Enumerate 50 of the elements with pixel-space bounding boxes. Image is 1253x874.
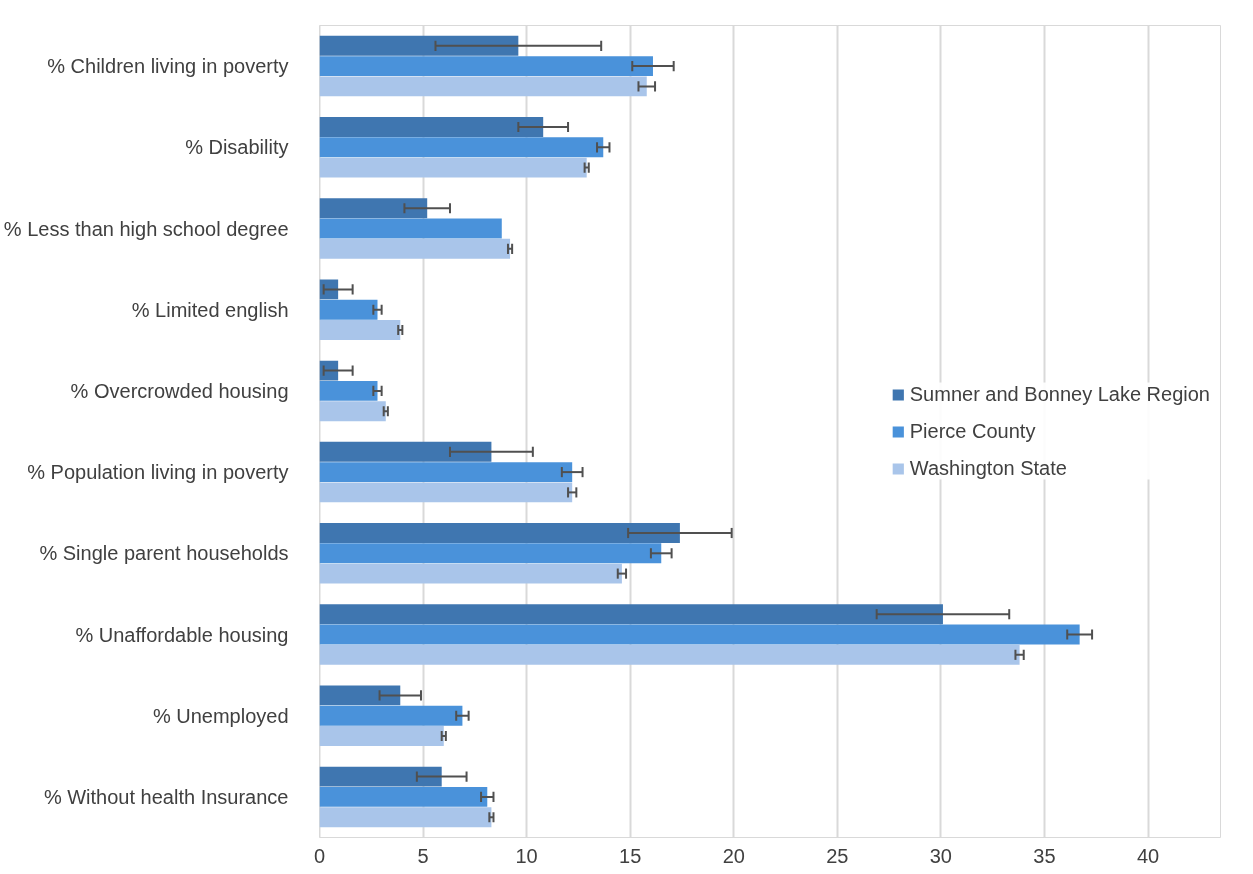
y-tick-label: % Unemployed [152,704,289,727]
bar [319,807,492,828]
y-tick-label: % Disability [185,136,289,159]
x-tick-label: 0 [313,844,326,867]
x-tick-label: 10 [515,844,538,867]
bar [319,523,680,543]
y-tick-label: % Overcrowded housing [70,379,289,402]
x-tick-label: 35 [1033,844,1056,867]
bar [319,76,647,97]
bar [319,644,1020,665]
bar [319,380,378,401]
bar [319,137,604,158]
bar [319,705,463,726]
bar [319,157,587,178]
legend-label: Washington State [909,456,1067,480]
y-tick-label: % Children living in poverty [47,55,289,78]
y-tick-label: % Without health Insurance [43,785,289,808]
legend-label: Sumner and Bonney Lake Region [909,382,1210,406]
bar [319,56,653,77]
bar [319,117,544,137]
bar [319,563,622,584]
bar [319,543,662,564]
bar [319,198,428,219]
x-tick-label: 25 [826,844,849,867]
bar [319,299,378,320]
y-tick-label: % Population living in poverty [27,461,289,484]
bar [319,766,442,787]
bar [319,462,573,483]
x-tick-label: 20 [722,844,745,867]
legend-label: Pierce County [909,419,1036,443]
bar [319,685,401,706]
bar [319,726,444,746]
bar [319,401,386,422]
bar [319,441,492,462]
x-tick-label: 40 [1136,844,1160,867]
bar [319,604,943,625]
bar [319,35,519,56]
bar [319,218,502,239]
bar [319,238,511,259]
y-tick-label: % Single parent households [39,542,289,565]
y-tick-label: % Less than high school degree [3,217,289,240]
bar [319,320,401,340]
y-tick-label: % Limited english [131,298,289,321]
y-tick-label: % Unaffordable housing [75,623,289,646]
bar [319,482,573,503]
x-tick-label: 30 [929,844,953,867]
x-tick-label: 15 [619,844,642,867]
bar [319,624,1080,645]
bar [319,786,488,807]
x-tick-label: 5 [417,844,429,867]
